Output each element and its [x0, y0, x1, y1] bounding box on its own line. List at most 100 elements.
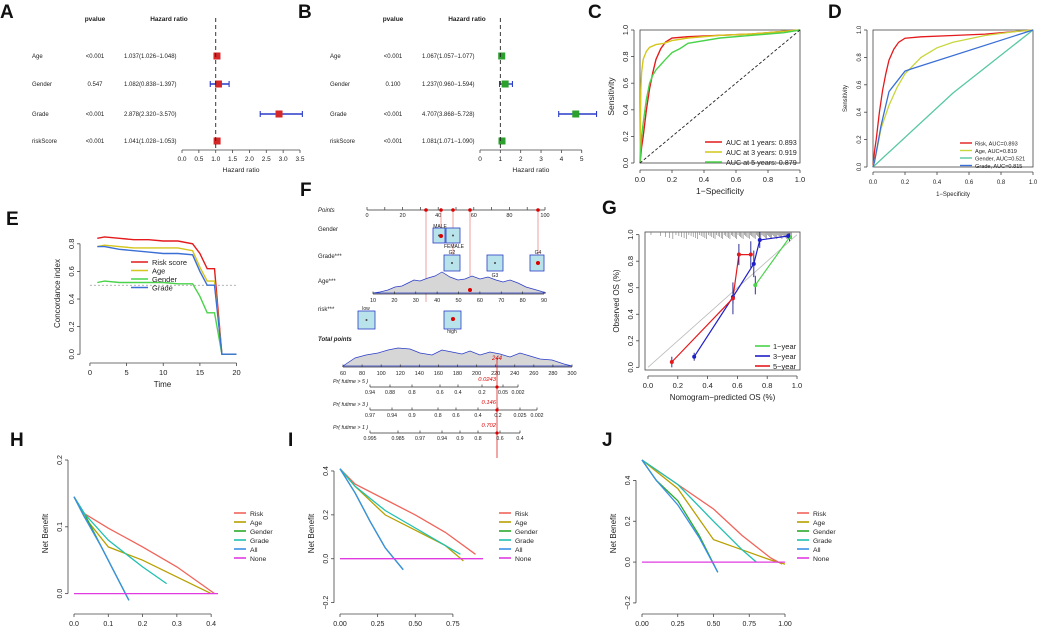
legend-label: 3−year [773, 352, 797, 361]
legend-label: AUC at 1 years: 0.893 [726, 138, 797, 147]
selected-dot [451, 317, 455, 321]
prob-tick-label: 0.6 [436, 390, 443, 396]
prob-tick-label: 0.4 [474, 413, 481, 419]
x-tick-label: 0.6 [731, 175, 741, 184]
calibration-point [730, 296, 735, 301]
y-tick-label: 1.0 [621, 25, 630, 35]
box-center [451, 262, 453, 264]
row-pvalue: 0.100 [385, 82, 401, 88]
box-center [365, 319, 368, 321]
ideal-line [647, 234, 798, 368]
total-points-tick-label: 300 [567, 371, 576, 377]
legend-label: Risk [813, 511, 827, 518]
calibration-point [736, 252, 741, 257]
legend-label: None [813, 556, 829, 563]
y-tick-label: 0.0 [626, 362, 635, 372]
prob-tick-label: 0.94 [365, 390, 375, 396]
x-tick-label: 0.4 [702, 381, 712, 390]
header-hazard-ratio: Hazard ratio [448, 16, 486, 23]
y-tick-label: 1.0 [626, 229, 635, 239]
level-label: MALE [433, 224, 447, 230]
legend-label: Risk, AUC=0.893 [975, 142, 1018, 148]
x-tick-label: 0.0 [177, 156, 186, 163]
x-tick-label: 0.00 [333, 621, 347, 628]
legend-label: Age [813, 520, 825, 527]
x-tick-label: 0.6 [965, 180, 974, 186]
legend-label: Risk [515, 511, 529, 518]
row-hr-text: 1.082(0.838−1.397) [124, 82, 177, 88]
prob-tick-label: 0.05 [498, 390, 508, 396]
prob-tick-label: 0.9 [456, 436, 463, 442]
y-tick-label: 0.0 [57, 589, 64, 599]
level-label: G4 [535, 250, 542, 256]
plot-frame [639, 29, 801, 164]
prob-tick-label: 0.9 [408, 413, 415, 419]
row-pvalue: <0.001 [384, 112, 403, 118]
x-tick-label: 0.8 [762, 381, 772, 390]
decision-curve-I: 0.000.250.500.75−0.20.00.20.4Risk Thresh… [307, 466, 538, 628]
panel-letter-D: D [828, 2, 842, 23]
y-axis-label: Net Benefit [609, 513, 618, 553]
row-label: Gender [32, 82, 52, 88]
row-label: Gender [330, 82, 350, 88]
x-tick-label: 0.0 [635, 175, 645, 184]
prob-row-label: Pr( futime > 3 ) [333, 402, 368, 408]
prob-value: 0.702 [481, 423, 496, 429]
prob-tick-label: 0.6 [452, 413, 459, 419]
net-benefit-line [73, 496, 130, 601]
y-tick-label: 0.2 [57, 455, 64, 465]
x-tick-label: 0.0 [643, 381, 653, 390]
legend-label: All [515, 547, 523, 554]
x-axis-label: Time [154, 380, 172, 389]
row-hr-text: 1.067(1.057−1.077) [422, 54, 475, 60]
level-label: G2 [449, 250, 456, 256]
x-tick-label: 10 [159, 368, 167, 377]
x-tick-label: 2.5 [262, 156, 271, 163]
x-tick-label: 0.2 [901, 180, 910, 186]
total-points-tick-label: 100 [377, 371, 386, 377]
decision-curve-J: 0.000.250.500.751.00−0.20.00.20.4Risk Th… [609, 459, 836, 628]
legend-label: Age [250, 520, 262, 527]
x-axis-label: Hazard ratio [222, 167, 259, 174]
points-tick-label: 20 [400, 213, 406, 219]
net-benefit-line [339, 468, 476, 555]
net-benefit-line [641, 459, 757, 563]
row-label: Total points [318, 337, 352, 343]
decision-curve-H: 0.00.10.20.30.40.00.10.2Risk ThresholdNe… [41, 455, 273, 628]
y-tick-label: 0.0 [625, 557, 632, 567]
points-tick-label: 40 [435, 213, 441, 219]
row-hr-text: 1.041(1.028−1.053) [124, 139, 177, 145]
hr-point [501, 80, 509, 88]
legend-label: AUC at 5 years: 0.879 [726, 158, 797, 167]
prob-tick-label: 0.88 [385, 390, 395, 396]
header-pvalue: pvalue [85, 16, 106, 23]
prob-tick-label: 0.002 [512, 390, 525, 396]
x-tick-label: 2.0 [245, 156, 254, 163]
x-tick-label: 0.4 [699, 175, 709, 184]
y-axis-label: Net Benefit [41, 513, 50, 553]
panel-letter-I: I [288, 430, 293, 451]
roc-variables-plot: 0.0 0.2 0.4 0.6 0.8 1.0 0.0 0.2 0.4 0.6 0.8 1.0 1−Sp… [843, 25, 1038, 198]
y-tick-label: 0.4 [323, 466, 330, 476]
calibration-line [754, 236, 791, 286]
legend-label: Gender, AUC=0.521 [975, 157, 1025, 163]
x-tick-label: 0.8 [763, 175, 773, 184]
calibration-point [669, 360, 674, 365]
legend-label: Age [152, 267, 165, 276]
total-points-tick-label: 220 [491, 371, 500, 377]
x-tick-label: 1 [499, 156, 503, 163]
legend-label: All [813, 547, 821, 554]
roc-curve [872, 29, 1034, 168]
y-tick-label: 1.0 [857, 25, 863, 34]
row-label: Age*** [318, 279, 336, 285]
age-tick-label: 10 [370, 298, 376, 304]
y-tick-label: 0.2 [626, 336, 635, 346]
prob-value: 0.0243 [478, 377, 497, 383]
y-tick-label: 0.4 [857, 107, 863, 116]
y-tick-label: 0.0 [621, 158, 630, 168]
x-tick-label: 0.75 [446, 621, 460, 628]
legend-label: Gender [515, 529, 538, 536]
net-benefit-line [339, 468, 461, 555]
guide-dot [536, 208, 540, 212]
x-tick-label: 2 [519, 156, 523, 163]
